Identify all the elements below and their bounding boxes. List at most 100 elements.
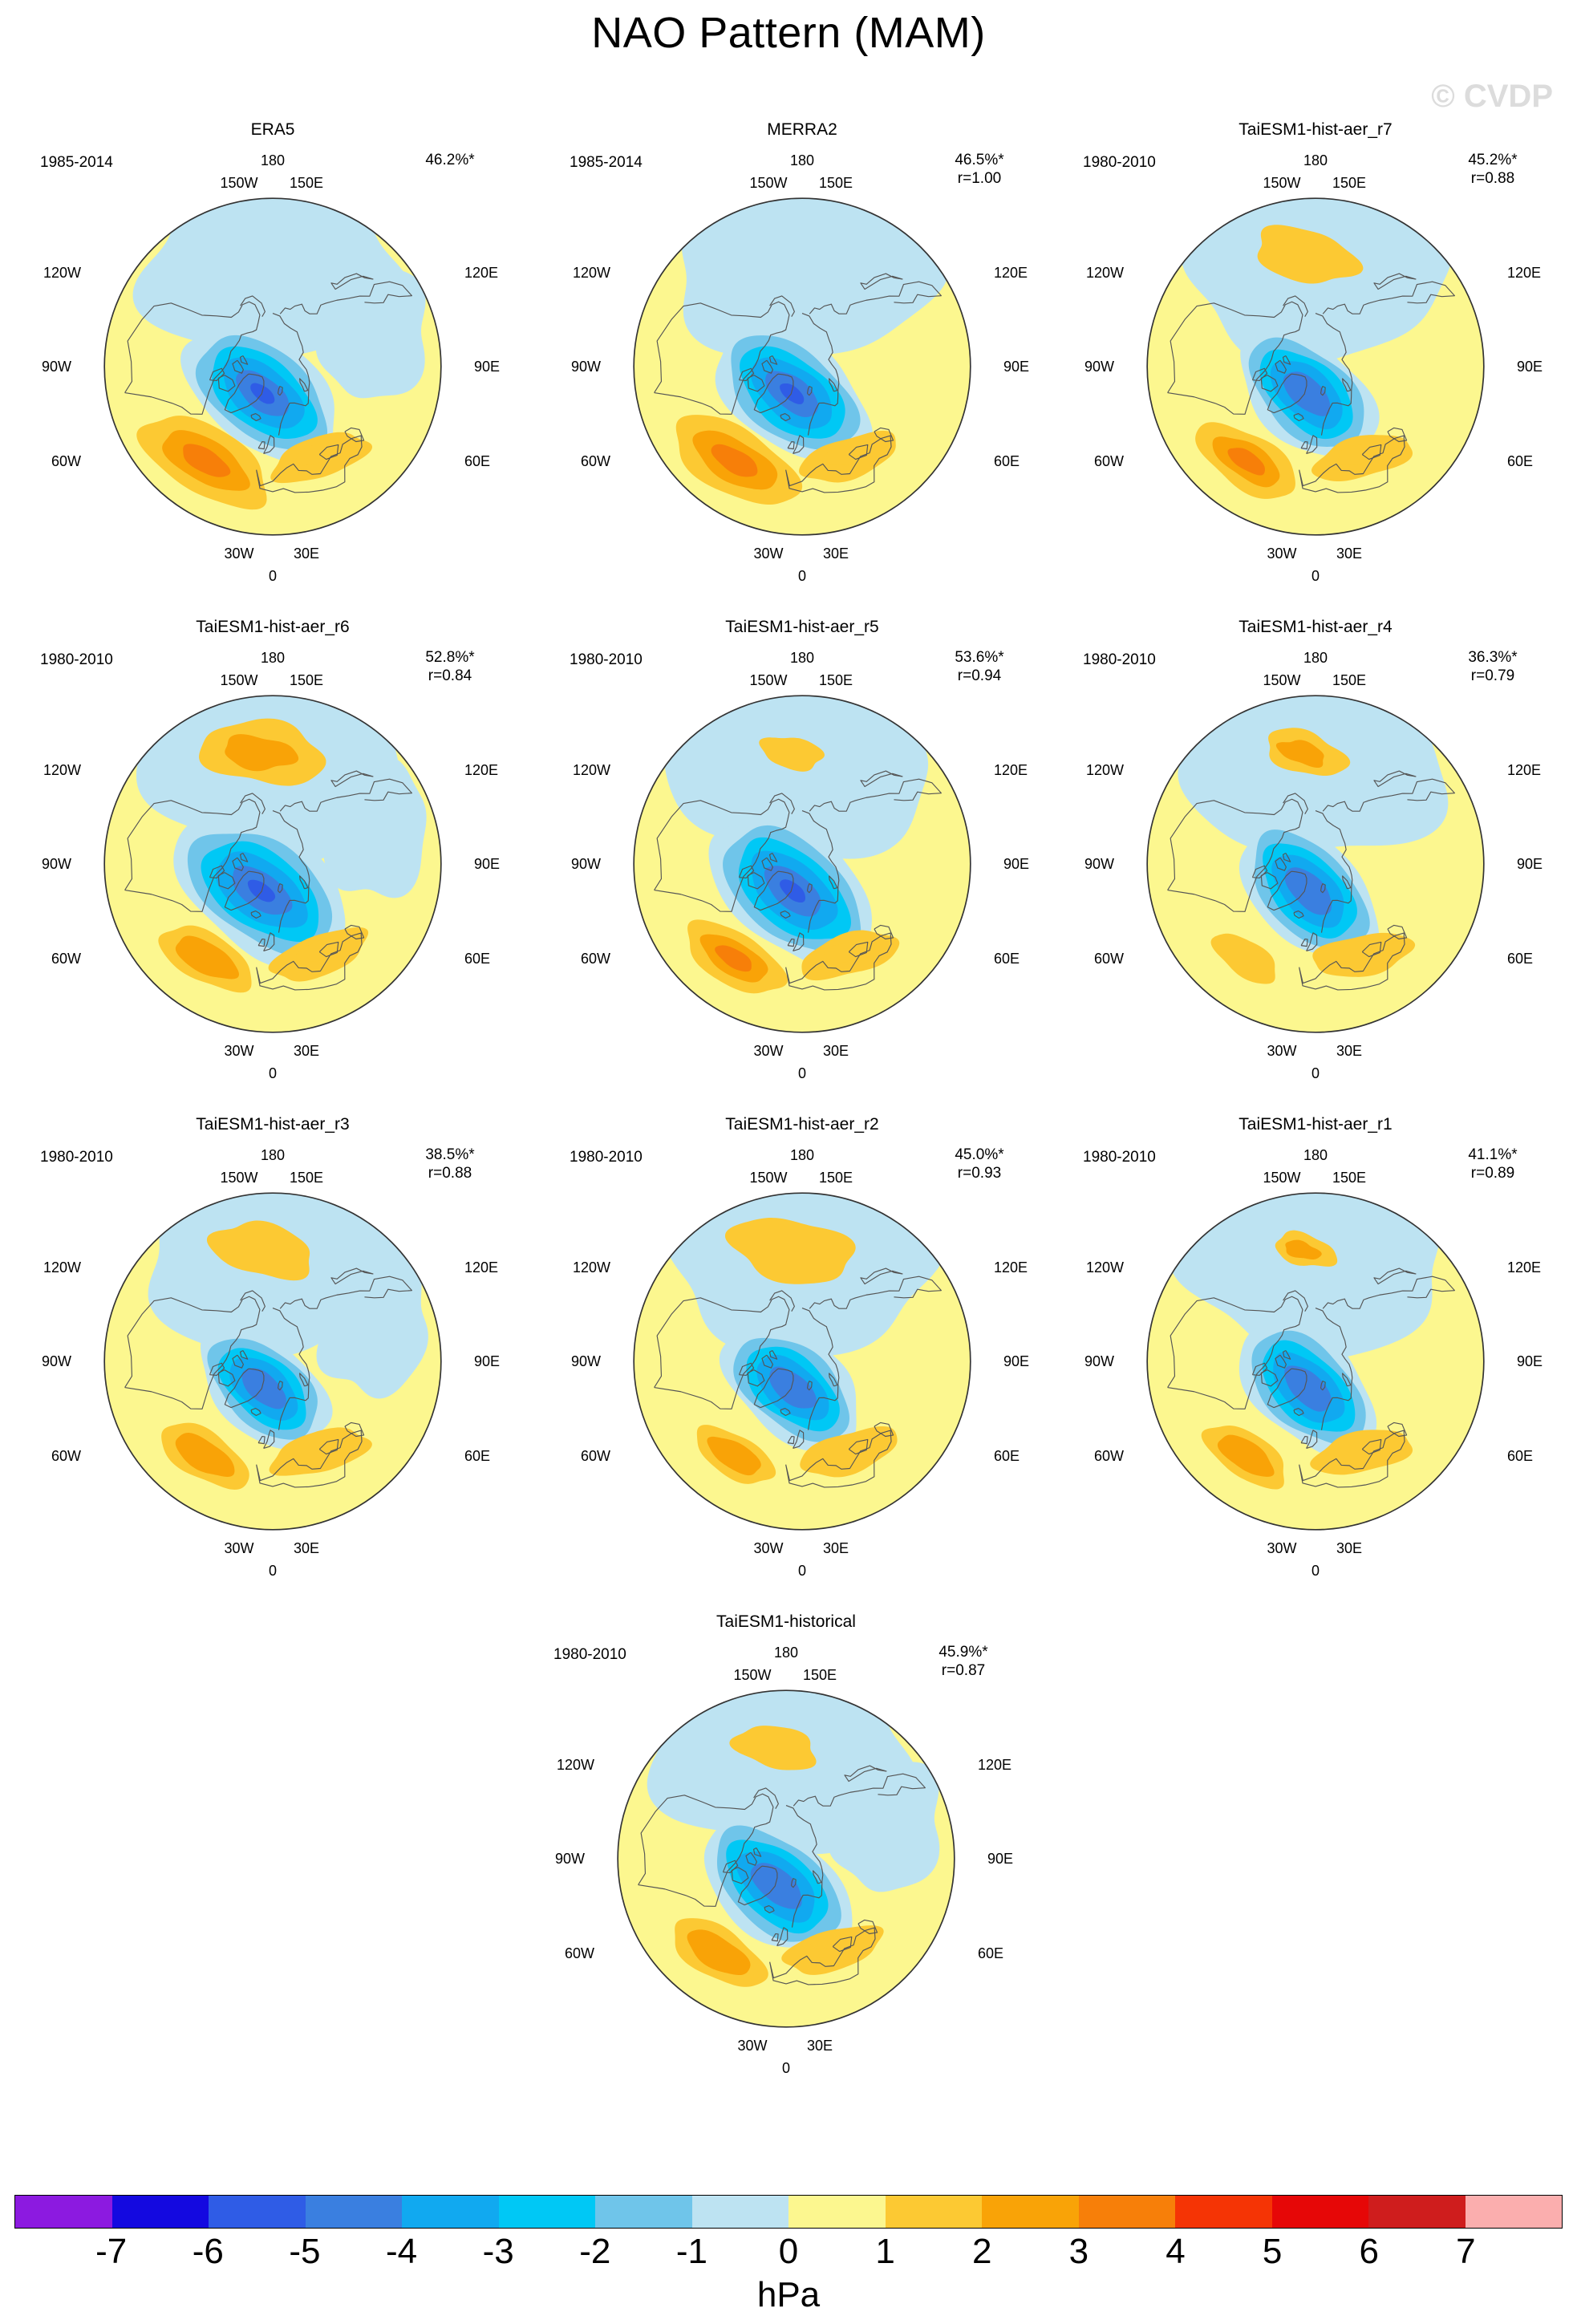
longitude-label: 90E	[1517, 1353, 1543, 1369]
longitude-label: 60W	[564, 1945, 594, 1961]
panel-period: 1980-2010	[1083, 1149, 1156, 1166]
pattern-correlation: r=0.93	[957, 1165, 1002, 1182]
longitude-label: 0	[781, 2060, 791, 2076]
longitude-label: 120W	[572, 761, 610, 778]
longitude-label: 30W	[753, 1043, 784, 1059]
colorbar-swatch	[1175, 2196, 1272, 2228]
panel-statistics: 46.2%*	[390, 151, 510, 169]
longitude-label: 30W	[224, 1540, 254, 1556]
longitude-label: 150W	[220, 175, 258, 191]
longitude-label: 180	[260, 1147, 286, 1163]
longitude-label: 150E	[818, 672, 853, 688]
longitude-label: 90W	[41, 1353, 71, 1369]
longitude-label: 0	[268, 1563, 278, 1579]
panel-statistics: 46.5%* r=1.00	[919, 151, 1040, 188]
map-area	[614, 1173, 991, 1550]
map-panel: TaiESM1-hist-aer_r3 1980-2010 38.5%* r=0.88…	[32, 1115, 513, 1612]
longitude-label: 150W	[749, 1170, 788, 1186]
longitude-label: 30E	[822, 1043, 849, 1059]
longitude-label: 60W	[1093, 1447, 1124, 1464]
longitude-label: 150W	[220, 1170, 258, 1186]
longitude-label: 60E	[464, 1447, 491, 1464]
longitude-label: 150E	[1332, 1170, 1367, 1186]
longitude-label: 90W	[570, 1353, 601, 1369]
longitude-label: 30E	[822, 546, 849, 562]
longitude-label: 60E	[1507, 452, 1534, 469]
panel-period: 1980-2010	[1083, 651, 1156, 668]
longitude-label: 60E	[464, 452, 491, 469]
colorbar-swatch	[402, 2196, 499, 2228]
longitude-label: 60W	[1093, 452, 1124, 469]
map-panel: TaiESM1-hist-aer_r6 1980-2010 52.8%* r=0.84…	[32, 618, 513, 1115]
longitude-label: 0	[1311, 568, 1320, 584]
panel-statistics: 38.5%* r=0.88	[390, 1146, 510, 1182]
polar-map	[1146, 1192, 1485, 1531]
map-area	[1127, 178, 1504, 555]
colorbar-swatch	[1078, 2196, 1175, 2228]
colorbar	[14, 2195, 1563, 2229]
panel-statistics: 45.0%* r=0.93	[919, 1146, 1040, 1182]
longitude-label: 90W	[570, 359, 601, 375]
longitude-label: 90W	[1084, 856, 1114, 872]
longitude-label: 120E	[994, 761, 1028, 778]
longitude-label: 30E	[1336, 1043, 1363, 1059]
longitude-label: 120E	[464, 264, 499, 281]
longitude-label: 30E	[1336, 546, 1363, 562]
longitude-label: 180	[1303, 152, 1328, 168]
polar-map	[1146, 695, 1485, 1033]
variance-explained: 52.8%*	[425, 649, 475, 666]
panel-period: 1980-2010	[570, 651, 643, 668]
colorbar-swatch	[209, 2196, 306, 2228]
colorbar-tick-label: 2	[972, 2232, 992, 2271]
panel-title: TaiESM1-hist-aer_r4	[1238, 618, 1393, 636]
longitude-label: 60W	[1093, 950, 1124, 967]
pattern-correlation: r=0.88	[428, 1165, 472, 1182]
colorbar-swatch	[1271, 2196, 1368, 2228]
longitude-label: 30W	[1267, 1043, 1297, 1059]
longitude-label: 90E	[474, 856, 501, 872]
colorbar-swatch	[691, 2196, 788, 2228]
longitude-label: 120E	[464, 1259, 499, 1276]
polar-map	[633, 1192, 971, 1531]
longitude-label: 60E	[994, 1447, 1020, 1464]
polar-map	[103, 197, 442, 536]
longitude-label: 180	[260, 650, 286, 666]
longitude-label: 0	[1311, 1065, 1320, 1081]
colorbar-swatch	[788, 2196, 886, 2228]
map-panel: ERA5 1985-2014 46.2%* 180 150W 150E 120W 120E 90…	[32, 120, 513, 618]
colorbar-swatch	[982, 2196, 1079, 2228]
longitude-label: 30E	[293, 546, 320, 562]
longitude-label: 30W	[737, 2038, 768, 2054]
map-panel: TaiESM1-hist-aer_r1 1980-2010 41.1%* r=0.89…	[1075, 1115, 1556, 1612]
longitude-label: 60E	[1507, 950, 1534, 967]
longitude-label: 60E	[978, 1945, 1004, 1961]
colorbar-tick-label: 1	[875, 2232, 895, 2271]
panel-title: TaiESM1-historical	[716, 1612, 856, 1631]
panel-period: 1980-2010	[1083, 154, 1156, 171]
longitude-label: 120E	[994, 264, 1028, 281]
longitude-label: 150E	[818, 1170, 853, 1186]
longitude-label: 0	[1311, 1563, 1320, 1579]
longitude-label: 30W	[753, 1540, 784, 1556]
variance-explained: 46.2%*	[425, 152, 475, 168]
map-panel: TaiESM1-hist-aer_r7 1980-2010 45.2%* r=0.88…	[1075, 120, 1556, 618]
polar-map	[103, 695, 442, 1033]
longitude-label: 180	[789, 152, 815, 168]
panel-statistics: 45.2%* r=0.88	[1433, 151, 1553, 188]
longitude-label: 120E	[1507, 1259, 1542, 1276]
polar-map	[633, 197, 971, 536]
longitude-label: 60E	[994, 452, 1020, 469]
colorbar-swatch	[111, 2196, 209, 2228]
colorbar-tick-label: 0	[778, 2232, 799, 2271]
longitude-label: 90W	[41, 359, 71, 375]
polar-map	[617, 1689, 955, 2028]
longitude-label: 90E	[474, 359, 501, 375]
longitude-label: 120W	[1085, 761, 1124, 778]
longitude-label: 0	[797, 1563, 807, 1579]
map-panel: TaiESM1-hist-aer_r2 1980-2010 45.0%* r=0.93…	[561, 1115, 1043, 1612]
longitude-label: 120W	[572, 1259, 610, 1276]
colorbar-tick-label: -7	[95, 2232, 128, 2271]
colorbar-swatch	[498, 2196, 595, 2228]
colorbar-ticks: -7 -6 -5 -4 -3 -2 -1 0 1 2 3 4 5 6 7	[0, 2232, 1577, 2280]
variance-explained: 46.5%*	[955, 152, 1004, 168]
